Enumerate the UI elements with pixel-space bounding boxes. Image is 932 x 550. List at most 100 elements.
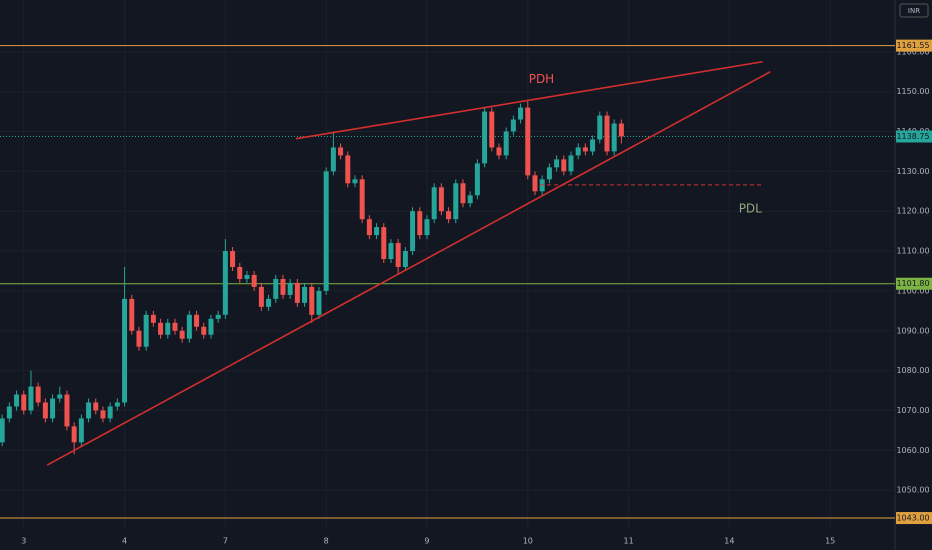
y-tick-label: 1150.00 <box>896 87 929 96</box>
x-tick-label: 10 <box>523 537 533 546</box>
y-tick-label: 1100.00 <box>896 286 929 295</box>
y-tick-label: 1110.00 <box>896 247 929 256</box>
trend-line <box>46 71 771 466</box>
candle-body <box>525 107 531 176</box>
candle-body <box>395 243 401 267</box>
candle-body <box>129 298 135 331</box>
y-tick-label: 1050.00 <box>896 486 929 495</box>
candle-body <box>316 290 322 315</box>
candle-body <box>201 326 207 335</box>
candle-body <box>122 298 128 403</box>
candle-body <box>582 147 588 152</box>
candle-body <box>215 314 221 319</box>
candle-body <box>309 286 315 315</box>
candle-body <box>50 398 56 419</box>
x-tick-label: 14 <box>724 537 734 546</box>
candle-body <box>402 251 408 267</box>
candle-body <box>597 115 603 140</box>
x-tick-label: 7 <box>223 537 228 546</box>
candle-body <box>345 155 351 184</box>
candle-body <box>431 187 437 220</box>
y-tick-label: 1090.00 <box>896 326 929 335</box>
annotation: PDL <box>739 201 762 215</box>
candle-body <box>518 107 524 120</box>
y-tick-label: 1070.00 <box>896 406 929 415</box>
candle-body <box>294 282 300 303</box>
candle-body <box>186 314 192 339</box>
candle-body <box>273 278 279 299</box>
candle-body <box>71 426 77 443</box>
candle-body <box>410 211 416 252</box>
candle-body <box>57 394 63 399</box>
candle-body <box>194 314 200 327</box>
x-tick-label: 3 <box>21 537 26 546</box>
candle-body <box>489 111 495 148</box>
candle-body <box>0 418 5 443</box>
candle-body <box>618 123 624 137</box>
candle-body <box>35 386 41 403</box>
candle-body <box>266 298 272 307</box>
candle-body <box>590 139 596 152</box>
candle-body <box>417 211 423 236</box>
candle-body <box>568 155 574 172</box>
candle-body <box>28 386 34 411</box>
candle-body <box>388 243 394 260</box>
candle-body <box>179 330 185 339</box>
x-tick-label: 8 <box>324 537 329 546</box>
candle-body <box>42 402 48 419</box>
candle-body <box>302 286 308 303</box>
trend-line <box>295 60 763 140</box>
candle-body <box>575 147 581 156</box>
candle-body <box>453 183 459 220</box>
candle-body <box>143 314 149 347</box>
y-tick-label: 1130.00 <box>896 167 929 176</box>
candle-body <box>323 171 329 291</box>
candle-body <box>114 402 120 407</box>
candle-body <box>381 227 387 260</box>
x-tick-label: 15 <box>825 537 835 546</box>
price-label: 1101.80 <box>896 279 929 288</box>
candle-body <box>6 406 12 419</box>
candle-body <box>482 111 488 164</box>
candle-body <box>158 322 164 335</box>
candle-body <box>258 286 264 307</box>
candle-body <box>222 251 228 315</box>
candle-body <box>438 187 444 212</box>
candle-body <box>165 322 171 335</box>
candle-body <box>352 179 358 184</box>
candle-body <box>366 219 372 236</box>
candle-body <box>467 195 473 204</box>
x-tick-label: 9 <box>424 537 429 546</box>
candle-body <box>532 175 538 192</box>
candle-body <box>280 278 286 295</box>
price-label-box <box>896 512 932 525</box>
candle-body <box>460 183 466 204</box>
y-tick-label: 1160.00 <box>896 47 929 56</box>
candle-body <box>230 251 236 267</box>
candle-body <box>21 394 27 411</box>
candle-body <box>359 179 365 220</box>
candle-body <box>554 159 560 168</box>
currency-badge <box>899 3 929 18</box>
candle-body <box>503 131 509 156</box>
y-tick-label: 1060.00 <box>896 446 929 455</box>
candle-body <box>86 402 92 419</box>
price-label-box <box>896 277 932 290</box>
candle-body <box>287 282 293 295</box>
candle-body <box>100 410 106 419</box>
candle-body <box>251 274 257 287</box>
y-tick-label: 1120.00 <box>896 207 929 216</box>
candle-body <box>446 211 452 220</box>
candle-body <box>330 147 336 172</box>
candle-body <box>107 406 113 419</box>
candle-body <box>172 322 178 331</box>
candle-body <box>496 147 502 156</box>
price-label-box <box>896 39 932 52</box>
candle-body <box>244 274 250 279</box>
y-tick-label: 1080.00 <box>896 366 929 375</box>
candle-body <box>237 266 243 279</box>
x-tick-label: 4 <box>122 537 127 546</box>
price-label: 1043.00 <box>896 514 929 523</box>
